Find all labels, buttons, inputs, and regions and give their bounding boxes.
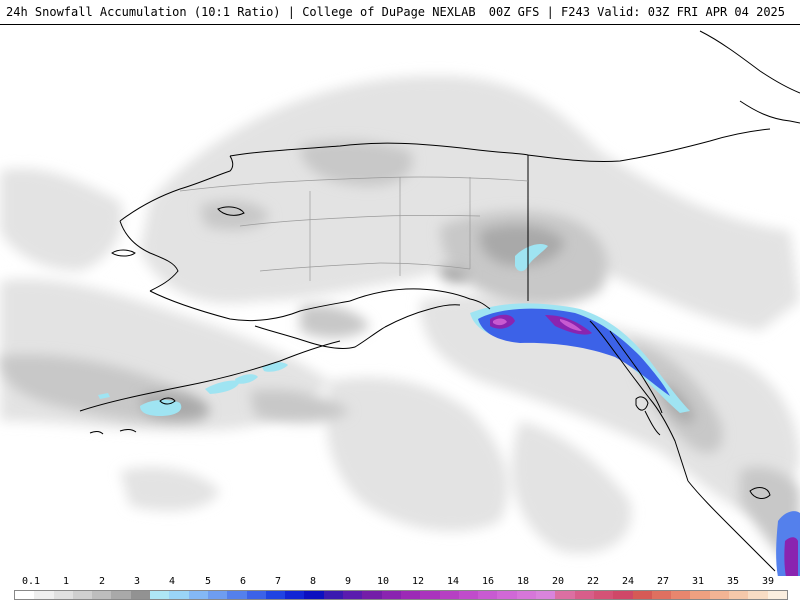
legend-swatch [169,591,189,599]
legend-swatch [285,591,305,599]
legend-label: 14 [446,576,460,587]
legend-swatch [497,591,517,599]
legend-label: 4 [168,576,176,587]
legend-label: 7 [274,576,282,587]
legend-swatch [439,591,459,599]
legend-label: 3 [133,576,141,587]
legend-label: 27 [656,576,670,587]
legend-swatch [207,591,228,599]
legend-swatch [92,591,112,599]
legend-swatch [130,591,151,599]
legend-swatch [613,591,633,599]
legend-swatch [323,591,344,599]
legend-swatch [343,591,363,599]
legend-swatch [458,591,479,599]
legend-label: 0.1 [21,576,41,587]
legend-label: 35 [726,576,740,587]
legend-label: 18 [516,576,530,587]
title-bar: 24h Snowfall Accumulation (10:1 Ratio) |… [0,0,800,24]
legend-swatch [478,591,498,599]
legend-label: 31 [691,576,705,587]
legend-color-bar [14,590,788,600]
snowfall-light-layer [0,75,800,554]
legend-swatch [34,591,54,599]
legend-swatch [420,591,440,599]
color-scale-legend: 0.1 1 2 3 4 5 6 7 8 9 10 12 14 16 18 20 22 24 27 31 35 39 [0,576,800,600]
legend-swatch [227,591,247,599]
legend-label: 22 [586,576,600,587]
legend-swatch [246,591,266,599]
legend-swatch [651,591,672,599]
legend-swatch [574,591,594,599]
legend-swatch [516,591,537,599]
coastlines [79,30,800,572]
model-run-info: 00Z GFS | F243 Valid: 03Z FRI APR 04 202… [488,5,785,19]
legend-swatch [72,591,93,599]
legend-label: 6 [239,576,247,587]
map-canvas [0,30,800,577]
legend-label: 10 [376,576,390,587]
legend-label: 8 [309,576,317,587]
legend-swatch [400,591,421,599]
legend-swatch [362,591,382,599]
legend-swatch [767,591,787,599]
legend-labels: 0.1 1 2 3 4 5 6 7 8 9 10 12 14 16 18 20 22 24 27 31 35 39 [0,576,800,587]
legend-swatch [381,591,401,599]
legend-swatch [728,591,749,599]
legend-swatch [671,591,691,599]
legend-label: 39 [761,576,775,587]
legend-swatch [593,591,614,599]
snowfall-blue-layer [478,308,670,396]
legend-label: 24 [621,576,635,587]
legend-label: 9 [344,576,352,587]
legend-swatch [53,591,73,599]
legend-label: 12 [411,576,425,587]
legend-swatch [748,591,768,599]
legend-swatch [632,591,652,599]
legend-swatch [536,591,556,599]
legend-label: 16 [481,576,495,587]
legend-swatch [15,591,35,599]
legend-label: 2 [98,576,106,587]
legend-swatch [709,591,729,599]
legend-label: 1 [62,576,70,587]
legend-swatch [690,591,710,599]
legend-swatch [265,591,286,599]
legend-label: 5 [204,576,212,587]
legend-swatch [188,591,208,599]
legend-label: 20 [551,576,565,587]
legend-swatch [111,591,131,599]
legend-swatch [555,591,575,599]
snowfall-map [0,24,800,577]
boundary-lines [179,176,529,281]
snowfall-magenta-layer [493,318,582,331]
legend-swatch [304,591,324,599]
snowfall-west-coast-core [784,537,798,577]
map-title: 24h Snowfall Accumulation (10:1 Ratio) |… [6,5,476,19]
legend-swatch [150,591,170,599]
islands [89,206,771,499]
